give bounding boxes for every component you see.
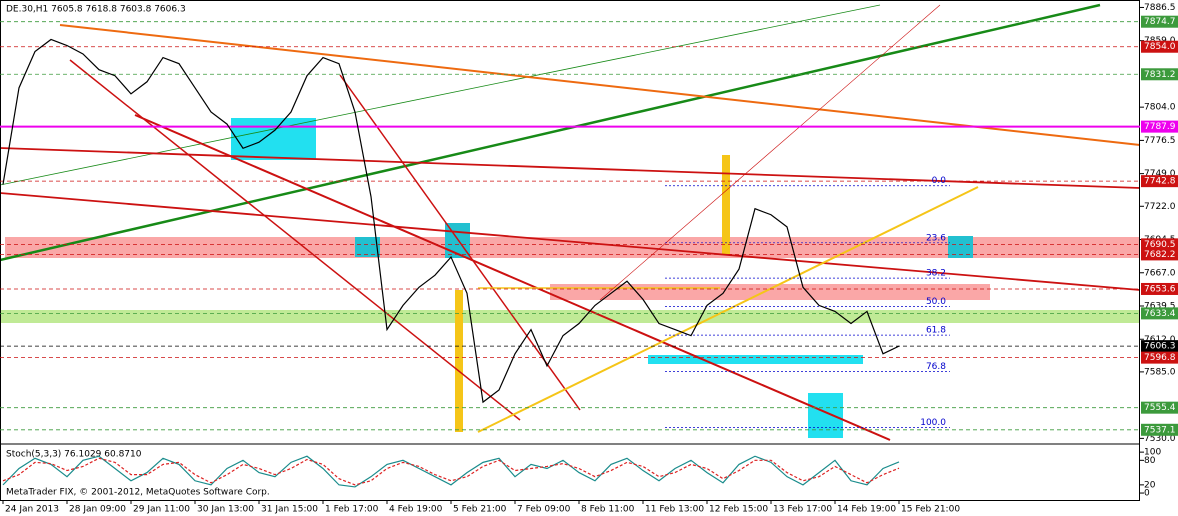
fib-label: 100.0 <box>920 418 946 428</box>
price-label-box <box>1141 340 1178 353</box>
y-tick-label: 7612.0 <box>1144 335 1176 345</box>
y-tick-label: 7722.0 <box>1144 202 1176 212</box>
price-label-box <box>1141 175 1178 188</box>
price-label-box <box>1141 68 1178 81</box>
y-tick-label: 7585.0 <box>1144 367 1176 377</box>
y-tick-label: 100 <box>1144 448 1161 458</box>
price-label-box <box>1141 248 1178 261</box>
price-label: 7874.7 <box>1144 17 1176 27</box>
x-tick-label: 14 Feb 19:00 <box>837 505 896 515</box>
zone <box>455 290 463 432</box>
y-tick-label: 80 <box>1144 456 1156 466</box>
price-label: 7653.6 <box>1144 284 1176 294</box>
x-tick-label: 30 Jan 13:00 <box>197 505 254 515</box>
trendline <box>477 186 979 433</box>
x-tick-label: 15 Feb 21:00 <box>901 505 960 515</box>
y-tick-label: 7639.5 <box>1144 302 1176 312</box>
price-label: 7742.8 <box>1144 177 1176 187</box>
x-tick-label: 5 Feb 21:00 <box>453 505 507 515</box>
price-label: 7787.9 <box>1144 122 1176 132</box>
price-label-box <box>1141 120 1178 133</box>
zone <box>5 237 1140 258</box>
price-line <box>2 455 900 488</box>
copyright: MetaTrader FIX, © 2001-2012, MetaQuotes … <box>6 488 270 498</box>
x-tick-label: 13 Feb 17:00 <box>773 505 832 515</box>
indicator-title: Stoch(5,3,3) 76.1029 60.8710 <box>6 450 142 460</box>
trendline <box>134 114 891 441</box>
zone <box>648 355 863 364</box>
y-tick-label: 7886.5 <box>1144 3 1176 13</box>
price-label-box <box>1141 307 1178 320</box>
price-label: 7831.2 <box>1144 70 1176 80</box>
fib-label: 76.8 <box>926 362 946 372</box>
zone <box>355 237 380 257</box>
price-label: 7537.1 <box>1144 425 1176 435</box>
zone <box>722 155 730 255</box>
price-label-box <box>1141 423 1178 436</box>
price-label-box <box>1141 40 1178 53</box>
trendline <box>0 192 1141 291</box>
zone <box>808 393 843 438</box>
trendline <box>0 4 881 186</box>
trendline <box>599 4 941 301</box>
fib-label: 61.8 <box>926 326 946 336</box>
price-label-box <box>1141 238 1178 251</box>
x-tick-label: 4 Feb 19:00 <box>389 505 443 515</box>
plot-border <box>0 0 1140 501</box>
price-label-box <box>1141 401 1178 414</box>
trendline <box>0 147 1141 189</box>
zone <box>948 236 973 258</box>
x-tick-label: 8 Feb 11:00 <box>581 505 635 515</box>
x-tick-label: 11 Feb 13:00 <box>645 505 704 515</box>
price-label: 7606.3 <box>1144 342 1176 352</box>
y-tick-label: 7667.0 <box>1144 268 1176 278</box>
y-tick-label: 7776.5 <box>1144 136 1176 146</box>
price-label: 7682.2 <box>1144 250 1176 260</box>
x-tick-label: 29 Jan 11:00 <box>133 505 190 515</box>
y-tick-label: 20 <box>1144 480 1156 490</box>
price-label: 7690.5 <box>1144 240 1176 250</box>
trendline <box>0 3 1101 262</box>
fib-label: 50.0 <box>926 297 946 307</box>
y-tick-label: 0 <box>1144 489 1150 499</box>
x-tick-label: 31 Jan 15:00 <box>261 505 318 515</box>
y-tick-label: 7749.0 <box>1144 169 1176 179</box>
price-label-box <box>1141 282 1178 295</box>
price-label: 7633.4 <box>1144 309 1176 319</box>
y-tick-label: 7530.0 <box>1144 434 1176 444</box>
zone <box>231 118 316 160</box>
trendline <box>59 24 1141 146</box>
chart-title: DE.30,H1 7605.8 7618.8 7603.8 7606.3 <box>6 5 186 15</box>
price-label-box <box>1141 351 1178 364</box>
fib-label: 0.0 <box>932 176 947 186</box>
x-tick-label: 7 Feb 09:00 <box>517 505 571 515</box>
x-tick-label: 12 Feb 15:00 <box>709 505 768 515</box>
fib-label: 23.6 <box>926 233 946 243</box>
trendline <box>339 74 581 411</box>
fib-label: 38.2 <box>926 269 946 279</box>
zone <box>0 310 1140 323</box>
price-label: 7555.4 <box>1144 403 1176 413</box>
x-tick-label: 1 Feb 17:00 <box>325 505 379 515</box>
price-label: 7854.0 <box>1144 42 1176 52</box>
zone <box>445 223 470 258</box>
x-tick-label: 24 Jan 2013 <box>5 505 59 515</box>
price-line <box>2 38 900 404</box>
x-tick-label: 28 Jan 09:00 <box>69 505 126 515</box>
price-label: 7596.8 <box>1144 353 1176 363</box>
y-tick-label: 7804.0 <box>1144 103 1176 113</box>
price-label-box <box>1141 15 1178 28</box>
